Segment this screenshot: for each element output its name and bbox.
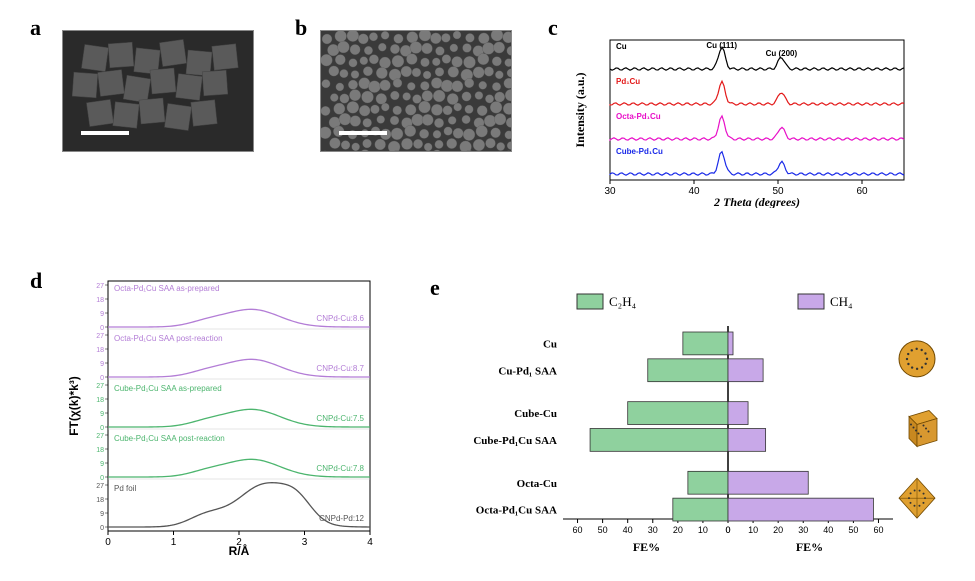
- svg-text:CH₄: CH₄: [830, 294, 853, 309]
- svg-text:Pd foil: Pd foil: [114, 484, 136, 493]
- svg-text:30: 30: [798, 525, 808, 535]
- sem-image-b: [320, 30, 512, 152]
- svg-text:Cube-Pd₁Cu SAA as-prepared: Cube-Pd₁Cu SAA as-prepared: [114, 384, 222, 393]
- svg-text:10: 10: [698, 525, 708, 535]
- svg-text:9: 9: [100, 411, 104, 418]
- svg-text:20: 20: [773, 525, 783, 535]
- svg-text:40: 40: [823, 525, 833, 535]
- svg-text:CNPd-Cu:7.5: CNPd-Cu:7.5: [316, 414, 364, 423]
- svg-text:C₂H₄: C₂H₄: [609, 294, 637, 309]
- svg-text:Cube-Pd₁Cu SAA post-reaction: Cube-Pd₁Cu SAA post-reaction: [114, 434, 225, 443]
- svg-text:50: 50: [598, 525, 608, 535]
- scalebar-a: [81, 131, 129, 135]
- svg-text:9: 9: [100, 461, 104, 468]
- svg-text:0: 0: [725, 525, 730, 535]
- svg-text:30: 30: [604, 186, 616, 197]
- xrd-chart: 304050602 Theta (degrees)Intensity (a.u.…: [572, 28, 912, 208]
- svg-text:Intensity (a.u.): Intensity (a.u.): [573, 72, 587, 147]
- svg-text:10: 10: [748, 525, 758, 535]
- svg-text:CNPd-Cu:8.6: CNPd-Cu:8.6: [316, 314, 364, 323]
- svg-text:0: 0: [100, 375, 104, 382]
- svg-text:60: 60: [573, 525, 583, 535]
- svg-text:27: 27: [96, 283, 104, 290]
- svg-text:40: 40: [623, 525, 633, 535]
- svg-text:0: 0: [100, 425, 104, 432]
- svg-text:CNPd-Cu:8.7: CNPd-Cu:8.7: [316, 364, 364, 373]
- exafs-plot: 01234R/ÅFT(χ(k)*k³)091827Octa-Pd₁Cu SAA …: [66, 275, 376, 557]
- svg-text:R/Å: R/Å: [229, 543, 250, 557]
- svg-text:Octa-Pd₁Cu SAA as-prepared: Octa-Pd₁Cu SAA as-prepared: [114, 284, 219, 293]
- sem-image-a: [62, 30, 254, 152]
- svg-text:27: 27: [96, 383, 104, 390]
- svg-text:20: 20: [673, 525, 683, 535]
- svg-text:Cu (200): Cu (200): [766, 49, 798, 58]
- svg-text:1: 1: [171, 537, 177, 548]
- svg-text:0: 0: [100, 525, 104, 532]
- svg-text:3: 3: [302, 537, 308, 548]
- svg-text:Cube-Pd₁Cu: Cube-Pd₁Cu: [616, 147, 663, 156]
- svg-text:Pd₁Cu: Pd₁Cu: [616, 77, 640, 86]
- svg-text:Cube-Pd₁Cu SAA: Cube-Pd₁Cu SAA: [473, 435, 557, 447]
- svg-text:18: 18: [96, 447, 104, 454]
- svg-text:Cube-Cu: Cube-Cu: [514, 408, 557, 420]
- panel-d-label: d: [30, 268, 42, 294]
- svg-text:40: 40: [688, 186, 700, 197]
- svg-text:50: 50: [848, 525, 858, 535]
- svg-text:9: 9: [100, 311, 104, 318]
- svg-text:Octa-Pd₁Cu SAA: Octa-Pd₁Cu SAA: [476, 505, 557, 517]
- panel-a-label: a: [30, 15, 41, 41]
- svg-text:FT(χ(k)*k³): FT(χ(k)*k³): [67, 376, 81, 436]
- svg-text:FE%: FE%: [796, 540, 823, 554]
- svg-text:Octa-Pd₁Cu: Octa-Pd₁Cu: [616, 112, 661, 121]
- svg-text:2 Theta (degrees): 2 Theta (degrees): [713, 195, 800, 208]
- svg-text:18: 18: [96, 347, 104, 354]
- svg-text:Cu (111): Cu (111): [706, 41, 737, 50]
- svg-text:27: 27: [96, 483, 104, 490]
- exafs-chart: 01234R/ÅFT(χ(k)*k³)091827Octa-Pd₁Cu SAA …: [66, 275, 376, 557]
- bar-plot: C₂H₄CH₄60504030201000102030405060FE%FE%C…: [445, 290, 945, 555]
- svg-text:27: 27: [96, 333, 104, 340]
- panel-b-label: b: [295, 15, 307, 41]
- svg-text:0: 0: [105, 537, 111, 548]
- svg-text:9: 9: [100, 511, 104, 518]
- scalebar-b: [339, 131, 387, 135]
- svg-text:Octa-Pd₁Cu SAA post-reaction: Octa-Pd₁Cu SAA post-reaction: [114, 334, 223, 343]
- panel-c-label: c: [548, 15, 558, 41]
- svg-text:0: 0: [100, 475, 104, 482]
- svg-text:FE%: FE%: [633, 540, 660, 554]
- fe-barchart: C₂H₄CH₄60504030201000102030405060FE%FE%C…: [445, 290, 945, 555]
- svg-text:18: 18: [96, 397, 104, 404]
- svg-text:Cu-Pd₁ SAA: Cu-Pd₁ SAA: [498, 365, 557, 377]
- svg-text:30: 30: [648, 525, 658, 535]
- svg-text:4: 4: [367, 537, 373, 548]
- svg-text:Cu: Cu: [543, 338, 557, 350]
- svg-text:27: 27: [96, 433, 104, 440]
- panel-e-label: e: [430, 275, 440, 301]
- svg-text:Octa-Cu: Octa-Cu: [517, 478, 557, 490]
- svg-text:18: 18: [96, 297, 104, 304]
- svg-text:CNPd-Cu:7.8: CNPd-Cu:7.8: [316, 464, 364, 473]
- svg-text:60: 60: [873, 525, 883, 535]
- svg-text:Cu: Cu: [616, 42, 627, 51]
- svg-text:18: 18: [96, 497, 104, 504]
- svg-text:9: 9: [100, 361, 104, 368]
- svg-text:0: 0: [100, 325, 104, 332]
- svg-text:60: 60: [856, 186, 868, 197]
- svg-text:CNPd-Pd:12: CNPd-Pd:12: [319, 514, 364, 523]
- xrd-plot: 304050602 Theta (degrees)Intensity (a.u.…: [572, 28, 912, 208]
